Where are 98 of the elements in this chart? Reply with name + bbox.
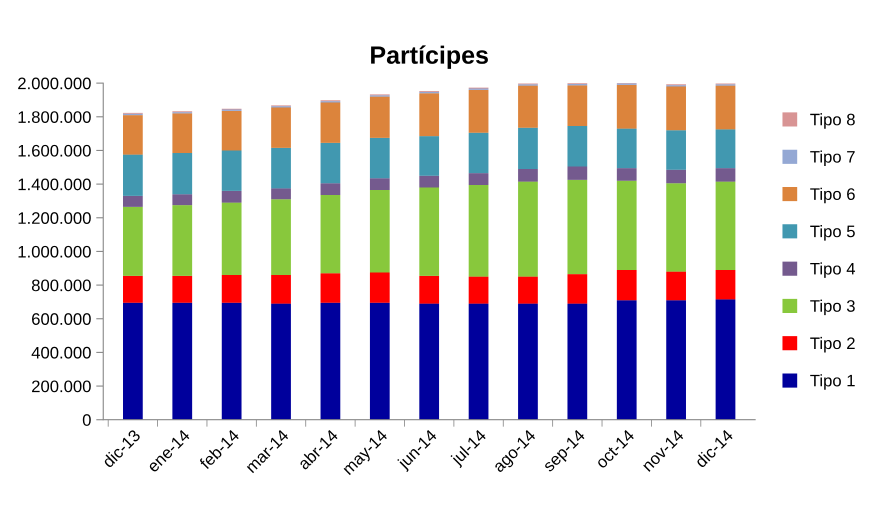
- bar: [172, 205, 192, 276]
- bar: [419, 136, 440, 176]
- bar: [123, 154, 143, 196]
- legend-label: Tipo 1: [810, 374, 855, 390]
- bar: [567, 166, 588, 180]
- bar: [320, 273, 340, 303]
- bar: [370, 190, 390, 272]
- y-tick-label: 1.800.000: [18, 111, 91, 123]
- bar: [567, 274, 588, 304]
- bar: [616, 270, 637, 300]
- bar: [419, 187, 440, 276]
- bar: [123, 276, 143, 303]
- legend-label: Tipo 5: [810, 225, 855, 241]
- bar: [666, 300, 686, 420]
- bar: [518, 168, 538, 182]
- bar: [666, 170, 686, 184]
- bar: [716, 270, 736, 300]
- bar: [172, 152, 192, 194]
- bar: [172, 302, 192, 420]
- bar: [716, 86, 736, 130]
- bar: [222, 302, 242, 420]
- bar: [616, 128, 637, 168]
- bar: [370, 272, 390, 303]
- bar: [320, 302, 340, 420]
- bar: [222, 150, 242, 191]
- bar: [616, 180, 637, 270]
- bar: [271, 148, 291, 188]
- bar: [320, 183, 340, 196]
- bar: [320, 102, 340, 143]
- bar: [616, 84, 637, 129]
- bar: [271, 108, 291, 148]
- bar: [419, 176, 440, 188]
- bar: [518, 128, 538, 169]
- bar: [123, 196, 143, 207]
- bar: [567, 126, 588, 166]
- bar: [320, 142, 340, 184]
- bar: [468, 173, 488, 185]
- bar: [271, 304, 291, 420]
- legend-label: Tipo 8: [810, 113, 855, 129]
- y-tick-label: 1.000.000: [18, 246, 91, 258]
- y-tick-label: 200.000: [32, 380, 91, 392]
- y-tick-label: 1.400.000: [18, 178, 91, 190]
- bar: [222, 274, 242, 303]
- bar: [666, 86, 686, 130]
- bar: [271, 199, 291, 275]
- bar: [567, 180, 588, 274]
- bar: [666, 183, 686, 272]
- bar: [419, 276, 440, 304]
- y-tick-label: 1.200.000: [18, 212, 91, 224]
- bar: [518, 304, 538, 420]
- y-tick-label: 2.000.000: [18, 78, 91, 90]
- bar: [567, 304, 588, 420]
- bar: [123, 206, 143, 276]
- bar: [666, 272, 686, 300]
- bar: [320, 195, 340, 274]
- bar: [567, 85, 588, 126]
- legend-label: Tipo 3: [810, 300, 855, 316]
- bar: [716, 182, 736, 270]
- bar: [172, 276, 192, 303]
- bar: [716, 168, 736, 182]
- bar: [123, 115, 143, 155]
- bar: [222, 190, 242, 203]
- bar: [468, 132, 488, 174]
- y-tick-label: 400.000: [32, 346, 91, 359]
- legend-label: Tipo 6: [810, 188, 855, 204]
- y-tick-label: 0: [82, 414, 91, 426]
- bar: [222, 110, 242, 150]
- bar: [172, 194, 192, 206]
- y-tick-label: 1.600.000: [18, 144, 91, 157]
- bar: [518, 182, 538, 277]
- bar: [616, 168, 637, 181]
- bar: [370, 178, 390, 190]
- y-tick-label: 600.000: [32, 313, 91, 325]
- bar: [419, 93, 440, 136]
- bar: [370, 96, 390, 138]
- bar: [716, 299, 736, 420]
- bar: [123, 302, 143, 420]
- bar: [666, 130, 686, 170]
- legend-label: Tipo 2: [810, 336, 855, 352]
- legend-label: Tipo 4: [810, 262, 856, 278]
- bar: [419, 304, 440, 420]
- bar: [716, 129, 736, 168]
- bar: [222, 202, 242, 275]
- bar: [370, 138, 390, 178]
- bar: [468, 184, 488, 277]
- chart-title: Partícipes: [371, 45, 488, 69]
- bar: [468, 276, 488, 304]
- bar: [518, 276, 538, 304]
- bar: [468, 90, 488, 133]
- bar: [271, 274, 291, 304]
- bar: [518, 86, 538, 128]
- bar: [271, 188, 291, 200]
- bar: [370, 302, 390, 420]
- bar: [468, 304, 488, 420]
- y-tick-label: 800.000: [32, 279, 91, 292]
- legend-label: Tipo 7: [810, 150, 855, 166]
- bar: [172, 113, 192, 153]
- bar: [616, 300, 637, 420]
